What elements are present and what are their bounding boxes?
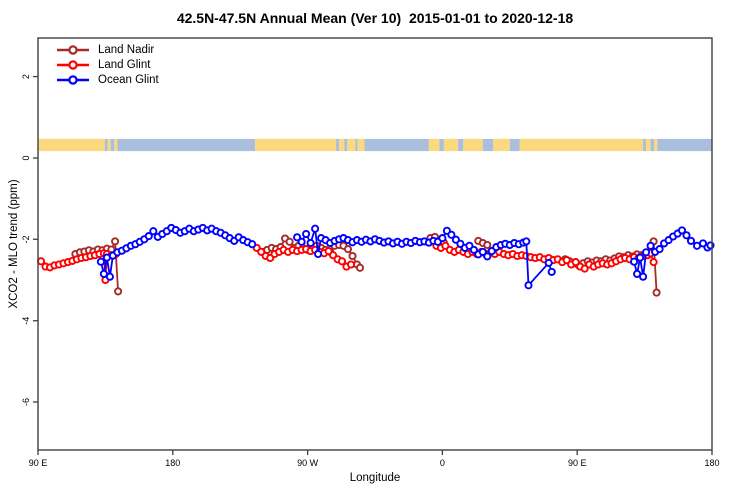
svg-text:0: 0 [440, 458, 445, 468]
legend-label-land-nadir: Land Nadir [98, 43, 155, 56]
svg-text:2: 2 [21, 74, 31, 79]
legend-label-ocean-glint: Ocean Glint [98, 73, 159, 86]
legend-item-ocean-glint: Ocean Glint [56, 72, 159, 87]
legend: Land Nadir Land Glint Ocean Glint [56, 42, 159, 87]
map-strip [38, 138, 712, 152]
legend-item-land-nadir: Land Nadir [56, 42, 159, 57]
land-glint-line-marker-icon [57, 59, 89, 70]
svg-text:90 E: 90 E [29, 458, 48, 468]
legend-item-land-glint: Land Glint [56, 57, 159, 72]
x-axis-ticks: 90 E 180 90 W 0 90 E 180 [29, 450, 720, 468]
y-axis-title: XCO2 - MLO trend (ppm) [8, 179, 20, 309]
x-axis-title: Longitude [349, 472, 401, 484]
plot-box [37, 37, 713, 451]
svg-text:180: 180 [165, 458, 180, 468]
ocean-glint-line-marker-icon [57, 74, 89, 85]
chart-title: 42.5N-47.5N Annual Mean (Ver 10) 2015-01… [176, 10, 574, 26]
svg-text:0: 0 [21, 155, 31, 160]
svg-text:-6: -6 [21, 398, 31, 406]
svg-text:180: 180 [704, 458, 719, 468]
svg-text:-4: -4 [21, 317, 31, 325]
svg-text:90 E: 90 E [568, 458, 587, 468]
svg-text:-2: -2 [21, 235, 31, 243]
series-ocean-glint [96, 223, 715, 290]
legend-label-land-glint: Land Glint [98, 58, 151, 71]
y-axis-ticks: 2 0 -2 -4 -6 [21, 74, 38, 406]
svg-text:90 W: 90 W [297, 458, 319, 468]
land-nadir-line-marker-icon [57, 44, 89, 55]
